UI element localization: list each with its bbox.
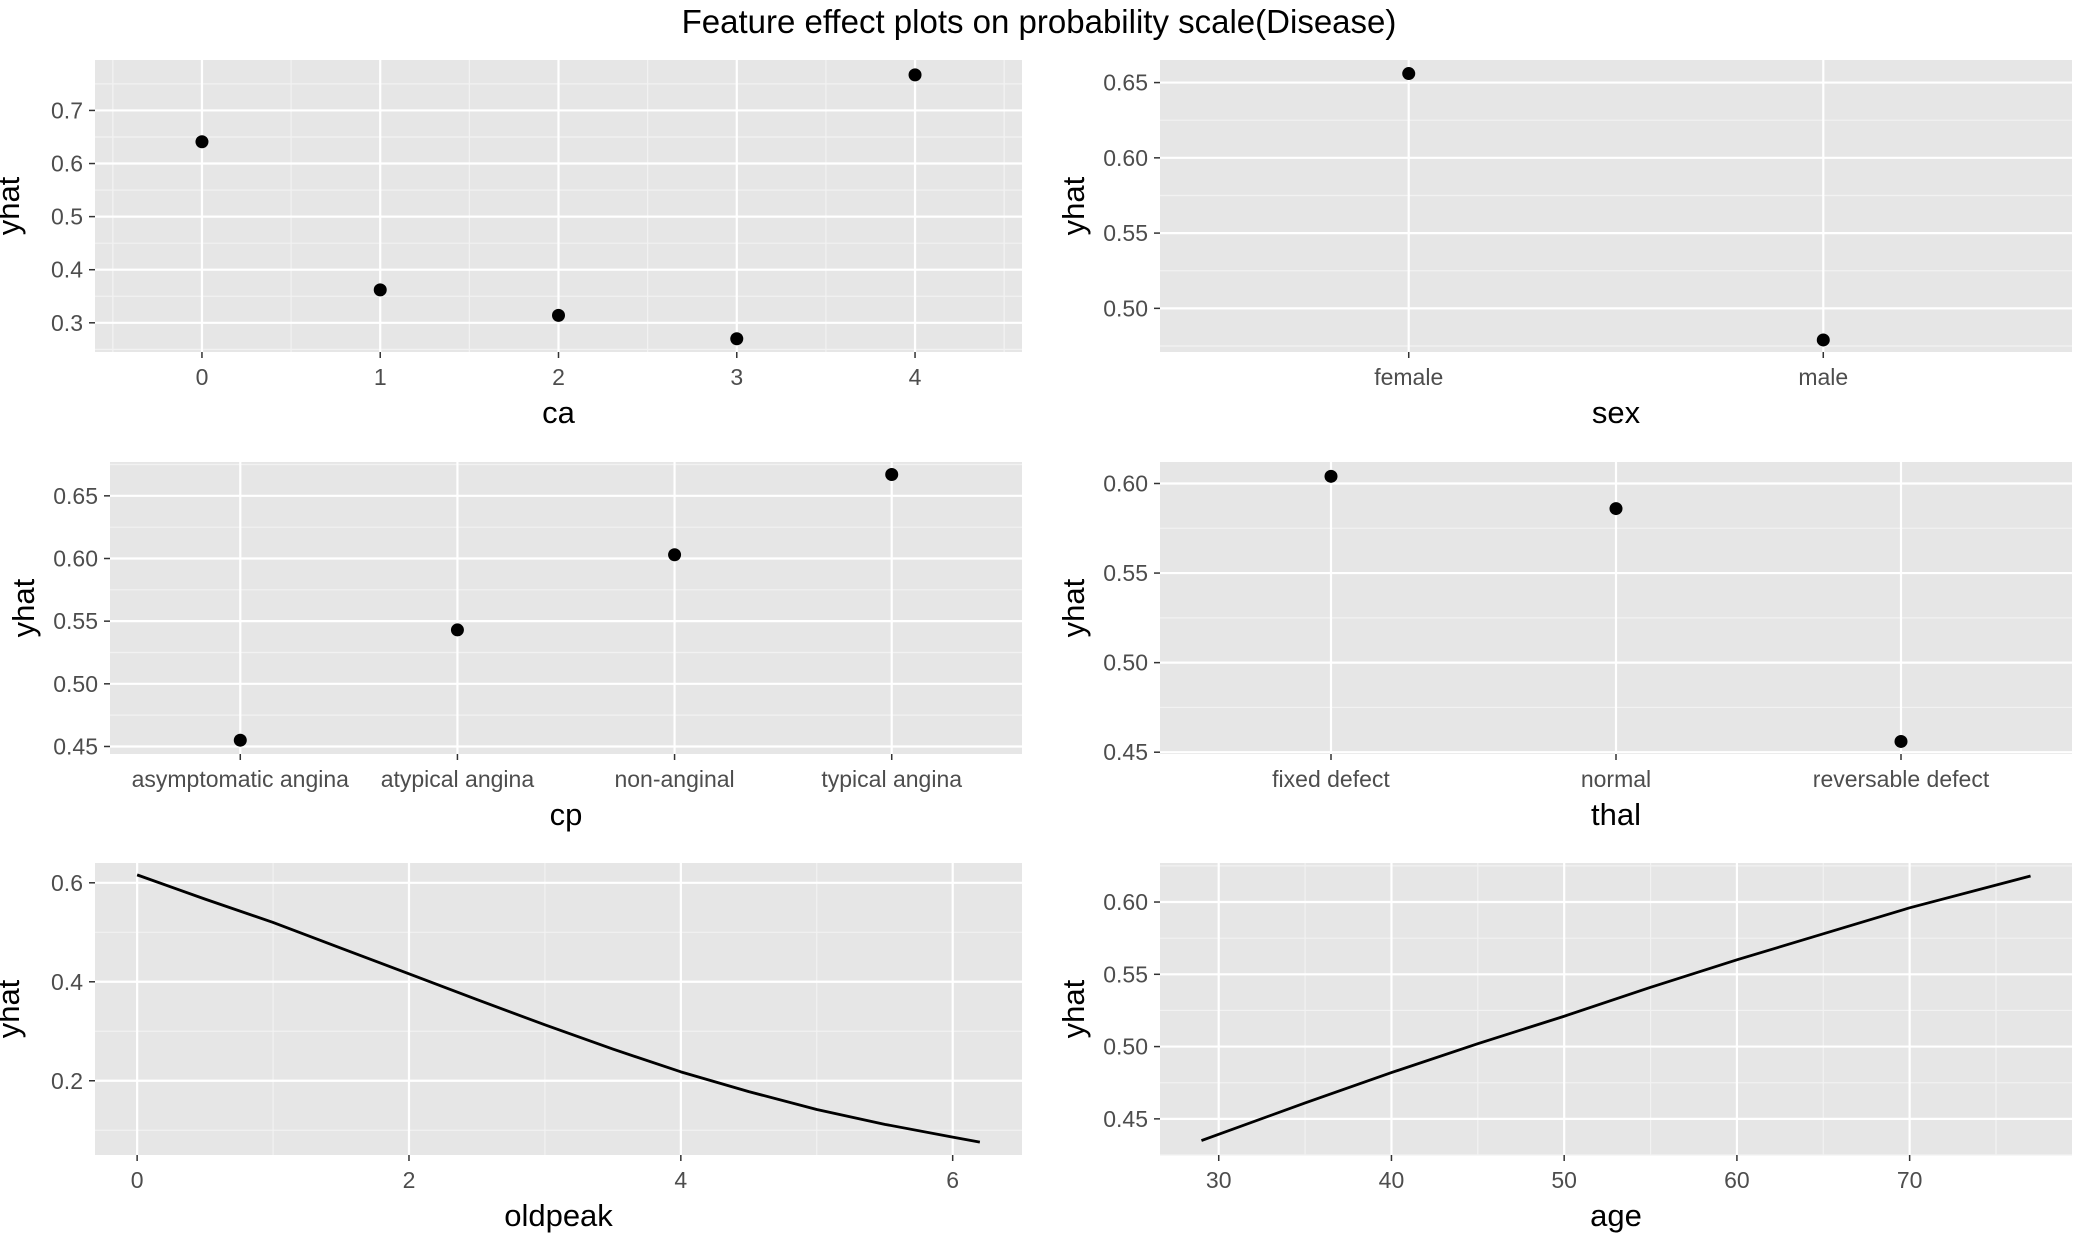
y-tick-label: 0.7	[51, 97, 83, 123]
x-tick-label: atypical angina	[381, 766, 535, 792]
data-point	[195, 135, 209, 149]
chart-panel-ca: 0.3 0.4 0.5 0.6 0.7 0 1 2 3 4 ca yhat	[0, 60, 1022, 430]
y-tick-label: 0.4	[51, 257, 83, 283]
panel-background	[95, 863, 1022, 1155]
y-tick-label: 0.45	[53, 733, 98, 759]
y-axis-title: yhat	[1056, 176, 1091, 235]
figure-title: Feature effect plots on probability scal…	[682, 3, 1397, 40]
chart-panel-age: 0.45 0.50 0.55 0.60 30 40 50 60 70 age yhat	[1056, 863, 2072, 1233]
x-tick-label: 3	[730, 364, 743, 390]
y-tick-label: 0.55	[1103, 560, 1148, 586]
x-tick-label: 2	[403, 1167, 416, 1193]
y-tick-label: 0.60	[1103, 889, 1148, 915]
y-tick-label: 0.4	[51, 969, 83, 995]
x-tick-label: 4	[674, 1167, 687, 1193]
y-tick-label: 0.45	[1103, 1106, 1148, 1132]
panel-background	[1160, 60, 2072, 352]
y-axis-title: yhat	[1056, 979, 1091, 1038]
x-tick-label: 70	[1897, 1167, 1923, 1193]
data-point	[885, 468, 899, 482]
x-tick-label: normal	[1581, 766, 1651, 792]
data-point	[233, 733, 247, 747]
series-line	[1200, 874, 2031, 1142]
x-tick-label: 30	[1206, 1167, 1232, 1193]
x-tick-label: 1	[374, 364, 387, 390]
x-tick-label: non-anginal	[614, 766, 734, 792]
y-tick-label: 0.60	[1103, 470, 1148, 496]
data-point	[908, 68, 922, 82]
x-tick-label: 50	[1551, 1167, 1577, 1193]
y-tick-label: 0.50	[1103, 650, 1148, 676]
x-axis-title: thal	[1591, 797, 1641, 832]
x-tick-label: female	[1374, 364, 1443, 390]
y-tick-label: 0.5	[51, 204, 83, 230]
data-point	[668, 548, 682, 562]
data-point	[1894, 734, 1908, 748]
y-tick-label: 0.55	[1103, 961, 1148, 987]
data-point	[730, 332, 744, 346]
y-tick-label: 0.50	[1103, 1034, 1148, 1060]
chart-panel-cp: 0.45 0.50 0.55 0.60 0.65 asymptomatic angina a…	[6, 462, 1022, 832]
y-axis-title: yhat	[1056, 578, 1091, 637]
y-tick-label: 0.55	[1103, 220, 1148, 246]
y-axis-title: yhat	[0, 979, 26, 1038]
data-point	[552, 308, 565, 322]
y-tick-label: 0.55	[53, 608, 98, 634]
x-axis-title: sex	[1592, 395, 1641, 430]
y-tick-label: 0.60	[53, 545, 98, 571]
x-tick-label: male	[1798, 364, 1848, 390]
y-tick-label: 0.6	[51, 151, 83, 177]
x-tick-label: reversable defect	[1813, 766, 1990, 792]
series-line	[136, 873, 981, 1144]
data-point	[450, 623, 464, 637]
x-axis-title: oldpeak	[504, 1198, 613, 1233]
x-tick-label: typical angina	[821, 766, 962, 792]
x-tick-label: fixed defect	[1272, 766, 1390, 792]
x-tick-label: asymptomatic angina	[132, 766, 350, 792]
y-tick-label: 0.65	[53, 483, 98, 509]
x-axis-title: age	[1590, 1198, 1642, 1233]
panel-background	[110, 462, 1022, 754]
x-tick-label: 2	[552, 364, 565, 390]
x-tick-label: 6	[946, 1167, 959, 1193]
panel-background	[1160, 863, 2072, 1155]
x-tick-label: 4	[909, 364, 922, 390]
x-tick-label: 0	[196, 364, 209, 390]
data-point	[1609, 502, 1623, 516]
x-tick-label: 40	[1379, 1167, 1405, 1193]
y-tick-label: 0.50	[1103, 295, 1148, 321]
y-tick-label: 0.65	[1103, 70, 1148, 96]
y-tick-label: 0.2	[51, 1068, 83, 1094]
y-tick-label: 0.6	[51, 870, 83, 896]
y-tick-label: 0.45	[1103, 739, 1148, 765]
data-point	[373, 283, 387, 297]
data-point	[1402, 67, 1416, 81]
y-tick-label: 0.3	[51, 310, 83, 336]
x-tick-label: 0	[131, 1167, 144, 1193]
x-axis-title: ca	[542, 395, 576, 430]
y-axis-title: yhat	[0, 176, 26, 235]
chart-panel-thal: 0.45 0.50 0.55 0.60 fixed defect normal revers…	[1056, 462, 2072, 832]
y-tick-label: 0.50	[53, 671, 98, 697]
y-tick-label: 0.60	[1103, 145, 1148, 171]
y-axis-title: yhat	[6, 578, 41, 637]
data-point	[1816, 333, 1830, 347]
chart-panel-oldpeak: 0.2 0.4 0.6 0 2 4 6 oldpeak yhat	[0, 863, 1022, 1233]
data-point	[1324, 469, 1338, 483]
panels: 0.30.40.50.60.70 1 2 3 4cayhat0.500.550.600.…	[0, 60, 2072, 1233]
x-tick-label: 60	[1724, 1167, 1750, 1193]
x-axis-title: cp	[550, 797, 583, 832]
chart-panel-sex: 0.50 0.55 0.60 0.65 female male sex yhat	[1056, 60, 2072, 430]
